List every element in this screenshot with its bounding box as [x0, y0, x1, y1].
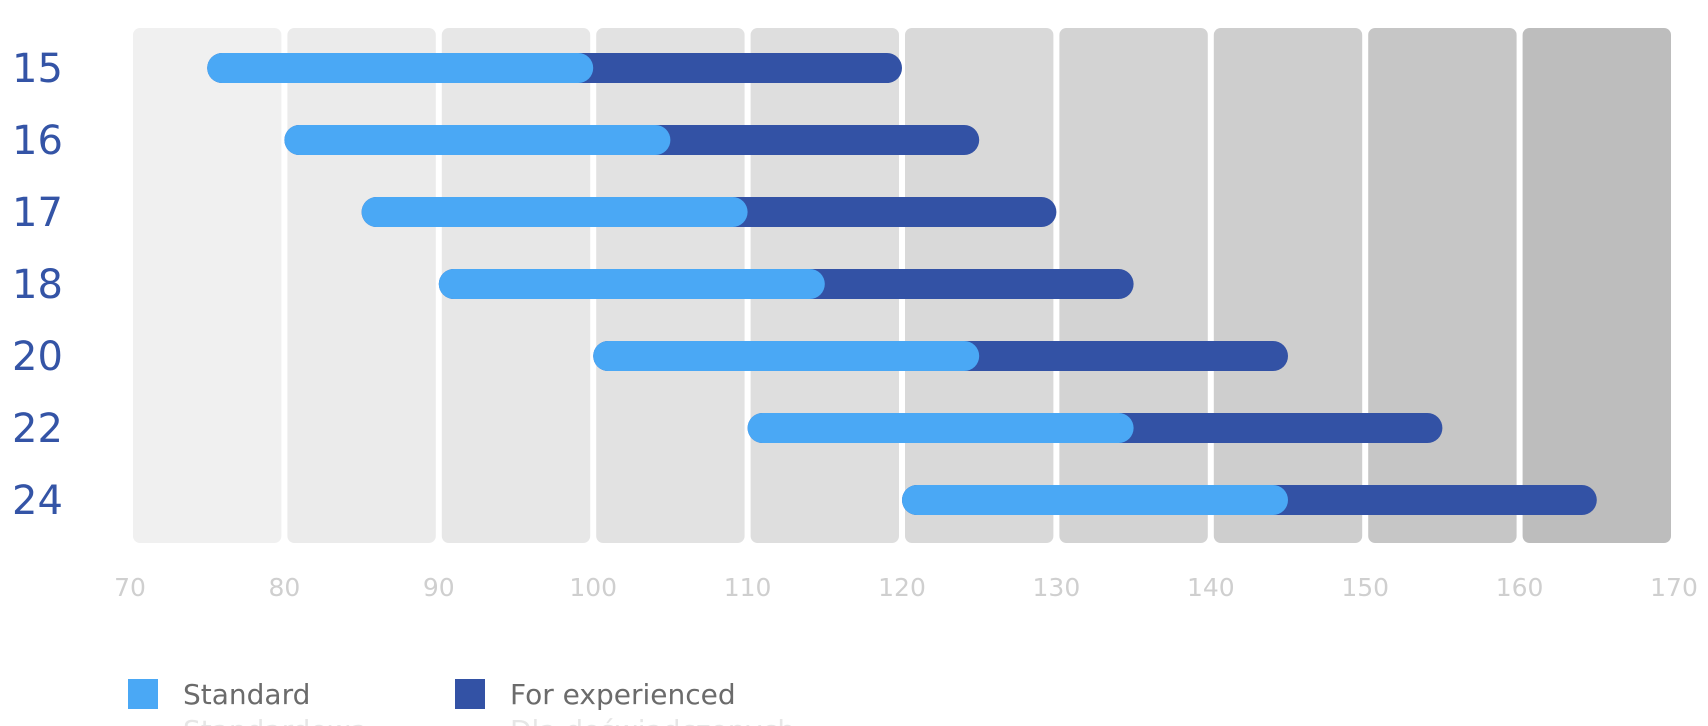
- x-tick-label: 70: [114, 573, 146, 602]
- legend-sub-label: Dla doświadczonych: [510, 714, 795, 726]
- x-tick-label: 130: [1033, 573, 1081, 602]
- x-tick-label: 100: [569, 573, 617, 602]
- legend-label: Standard: [183, 678, 310, 711]
- x-tick-labels: 70 80 90 100 110 120 130 140 150 160 170: [114, 573, 1698, 602]
- legend: Standard Standardowa For experienced Dla do…: [128, 678, 795, 726]
- x-tick-label: 110: [724, 573, 772, 602]
- category-label: 16: [12, 118, 63, 164]
- category-label: 20: [12, 334, 63, 380]
- category-label: 24: [12, 478, 63, 524]
- bar-standard: [593, 341, 980, 371]
- legend-label: For experienced: [510, 678, 736, 711]
- bar-standard: [438, 269, 825, 299]
- x-tick-label: 120: [878, 573, 926, 602]
- background-band: [133, 28, 282, 543]
- x-tick-label: 150: [1341, 573, 1389, 602]
- legend-swatch: [128, 679, 158, 709]
- x-tick-label: 80: [268, 573, 300, 602]
- bar-standard: [284, 125, 671, 155]
- category-label: 22: [12, 406, 63, 452]
- bars-layer: [207, 53, 1597, 515]
- legend-sub-label: Standardowa: [183, 714, 368, 726]
- bar-standard: [747, 413, 1134, 443]
- bar-standard: [361, 197, 748, 227]
- category-labels: 15 16 17 18 20 22 24: [12, 46, 63, 524]
- category-label: 18: [12, 262, 63, 308]
- legend-swatch: [455, 679, 485, 709]
- category-label: 15: [12, 46, 63, 92]
- x-tick-label: 170: [1650, 573, 1698, 602]
- bar-standard: [902, 485, 1288, 515]
- bar-standard: [207, 53, 594, 83]
- x-tick-label: 90: [423, 573, 455, 602]
- category-label: 17: [12, 190, 63, 236]
- background-band: [287, 28, 436, 543]
- background-band: [1213, 28, 1363, 543]
- background-band: [1368, 28, 1517, 543]
- background-band: [1522, 28, 1671, 543]
- x-tick-label: 160: [1496, 573, 1544, 602]
- x-tick-label: 140: [1187, 573, 1235, 602]
